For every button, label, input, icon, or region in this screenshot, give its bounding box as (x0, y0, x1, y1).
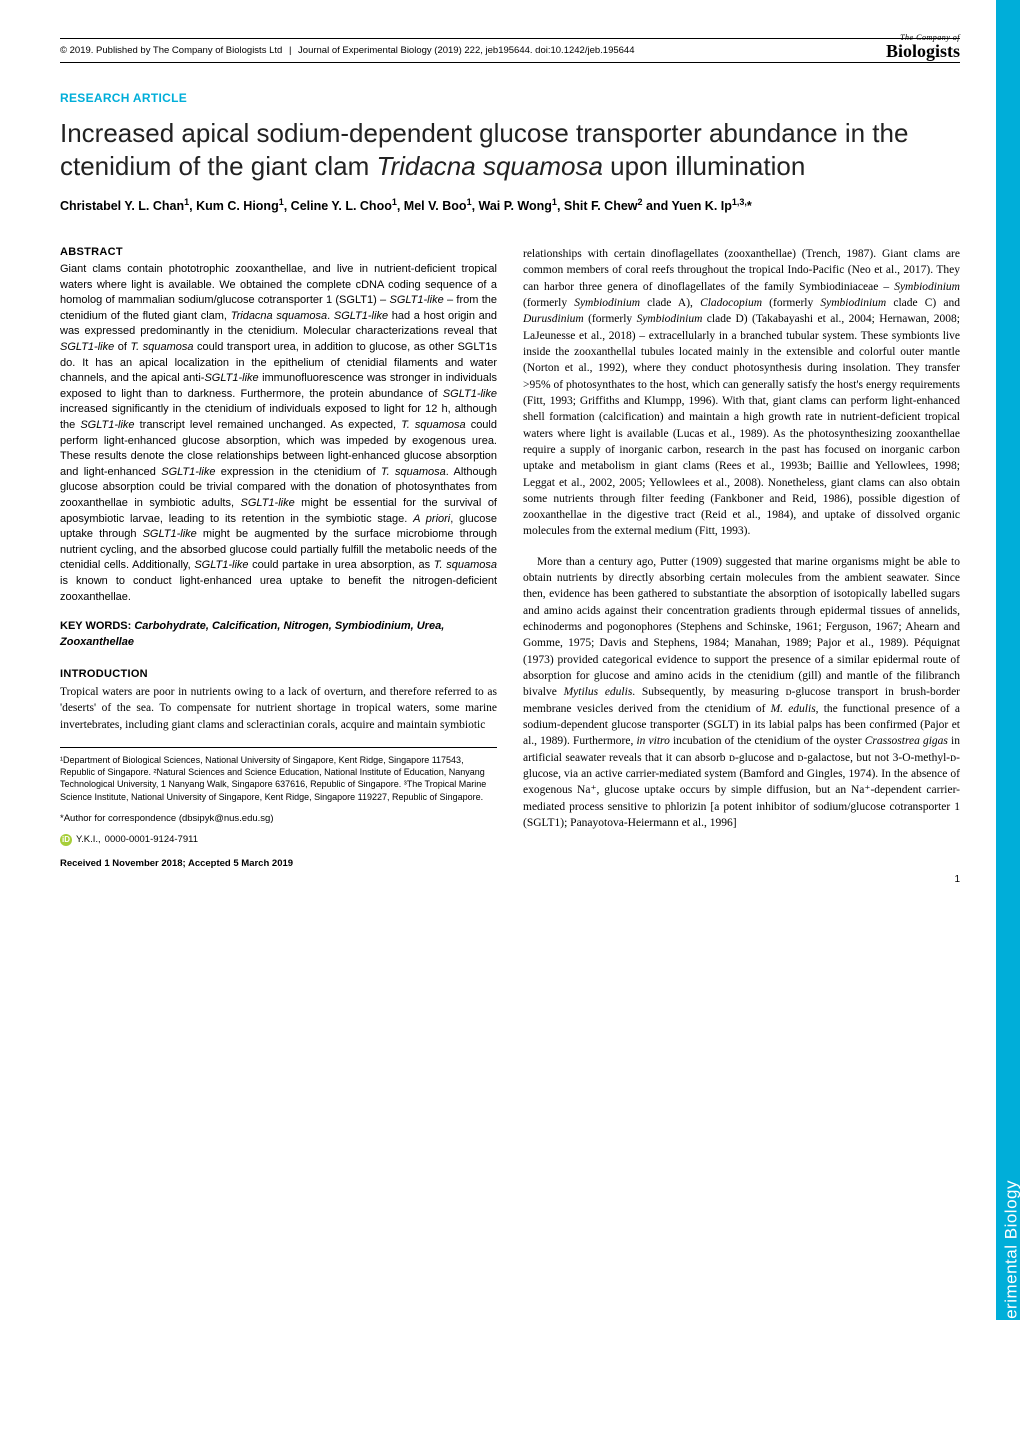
title-species: Tridacna squamosa (377, 151, 603, 181)
page-container: The Company of Biologists © 2019. Publis… (0, 0, 1020, 899)
abstract-heading: ABSTRACT (60, 246, 497, 258)
correspondence: *Author for correspondence (dbsipyk@nus.… (60, 813, 497, 824)
affiliations: ¹Department of Biological Sciences, Nati… (60, 754, 497, 803)
intro-para-col2-2: More than a century ago, Putter (1909) s… (523, 554, 960, 832)
journal-ref: Journal of Experimental Biology (2019) 2… (298, 45, 634, 56)
running-header: © 2019. Published by The Company of Biol… (60, 43, 960, 63)
journal-side-tab-text: Journal of Experimental Biology (1002, 1180, 1020, 1435)
publisher-logo: The Company of Biologists (886, 34, 960, 60)
keywords-block: KEY WORDS: Carbohydrate, Calcification, … (60, 619, 497, 650)
title-post: upon illumination (603, 151, 805, 181)
abstract-text: Giant clams contain phototrophic zooxant… (60, 262, 497, 605)
right-column: relationships with certain dinoflagellat… (523, 246, 960, 869)
orcid-line: iD Y.K.I., 0000-0001-9124-7911 (60, 834, 497, 846)
article-title: Increased apical sodium-dependent glucos… (60, 117, 960, 182)
intro-para-col2-1: relationships with certain dinoflagellat… (523, 246, 960, 540)
top-rule (60, 38, 960, 39)
affiliation-rule (60, 747, 497, 748)
left-column: ABSTRACT Giant clams contain phototrophi… (60, 246, 497, 869)
keywords-label: KEY WORDS: (60, 620, 134, 632)
orcid-icon: iD (60, 834, 72, 846)
orcid-name: Y.K.I., (76, 834, 101, 845)
orcid-id[interactable]: 0000-0001-9124-7911 (105, 834, 198, 845)
two-column-body: ABSTRACT Giant clams contain phototrophi… (60, 246, 960, 869)
article-type: RESEARCH ARTICLE (60, 91, 960, 105)
introduction-heading: INTRODUCTION (60, 668, 497, 680)
copyright-text: © 2019. Published by The Company of Biol… (60, 45, 282, 56)
page-number: 1 (954, 874, 960, 885)
header-text: © 2019. Published by The Company of Biol… (60, 45, 635, 56)
logo-line-main: Biologists (886, 42, 960, 60)
article-dates: Received 1 November 2018; Accepted 5 Mar… (60, 858, 497, 869)
author-list: Christabel Y. L. Chan1, Kum C. Hiong1, C… (60, 196, 960, 216)
intro-para-col1: Tropical waters are poor in nutrients ow… (60, 684, 497, 733)
